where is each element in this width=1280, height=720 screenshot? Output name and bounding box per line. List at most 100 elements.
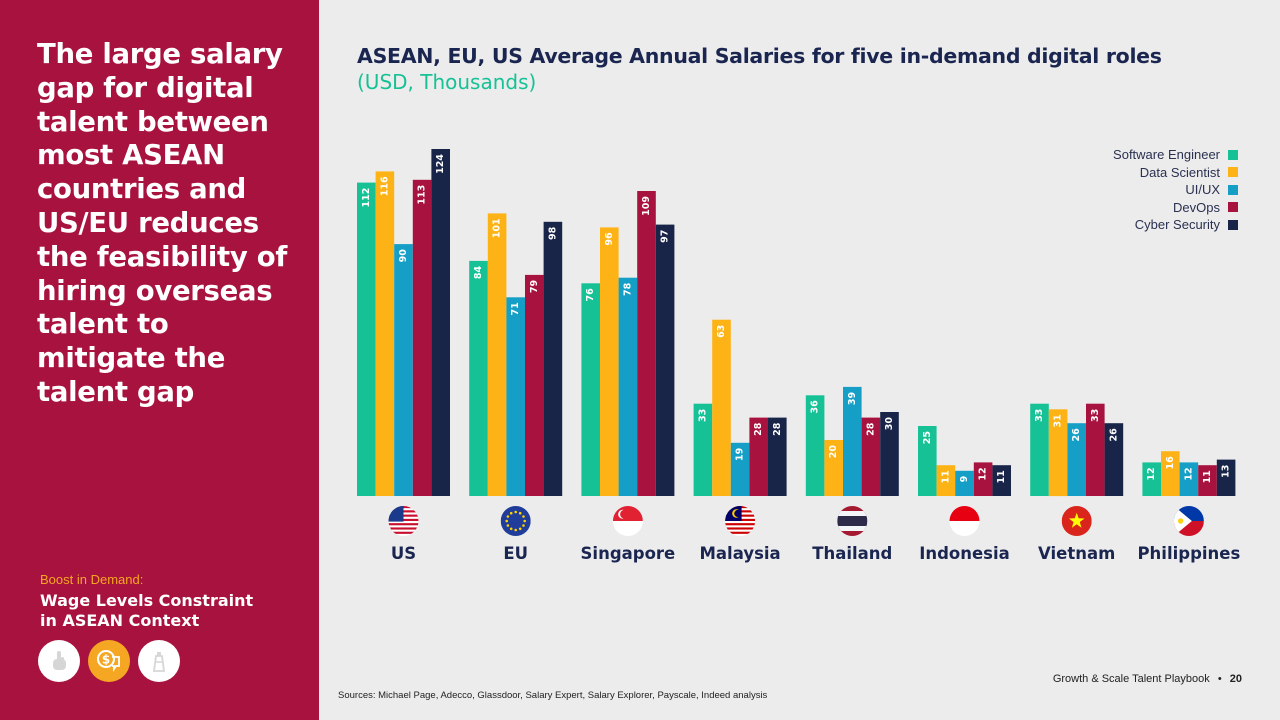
bar-vietnam-1	[1048, 409, 1068, 497]
section-title: Wage Levels Constraint in ASEAN Context	[40, 591, 254, 630]
category-label: Indonesia	[919, 544, 1010, 563]
svg-text:$: $	[102, 653, 110, 667]
bar-value-label: 79	[529, 280, 540, 293]
chart-legend: Software Engineer Data Scientist UI/UX DevO…	[1113, 146, 1238, 234]
chart-subtitle: (USD, Thousands)	[357, 70, 537, 94]
indonesia-flag-icon	[949, 506, 980, 536]
bar-value-label: 26	[1108, 428, 1119, 442]
malaysia-flag-icon	[725, 506, 756, 536]
bar-thailand-4	[880, 412, 899, 496]
bar-value-label: 13	[1221, 465, 1232, 478]
bar-indonesia-4	[992, 465, 1011, 496]
bar-thailand-0	[805, 395, 825, 496]
bar-malaysia-1	[712, 319, 731, 496]
bar-singapore-4	[655, 224, 675, 496]
bar-indonesia-3	[973, 462, 993, 496]
bar-us-3	[412, 179, 432, 497]
us-flag-icon	[388, 506, 419, 536]
bar-indonesia-0	[918, 426, 937, 496]
category-label: Philippines	[1137, 544, 1240, 563]
bar-value-label: 30	[884, 417, 895, 431]
bar-thailand-2	[843, 386, 862, 496]
bar-us-4	[431, 149, 450, 496]
bar-philippines-1	[1161, 451, 1180, 496]
category-label: US	[391, 544, 416, 563]
bar-philippines-0	[1142, 462, 1161, 496]
bar-value-label: 98	[547, 226, 558, 240]
bar-value-label: 11	[1202, 470, 1213, 483]
legend-swatch	[1228, 167, 1238, 178]
bar-value-label: 12	[1183, 467, 1194, 480]
page-number: 20	[1229, 673, 1242, 685]
bar-value-label: 31	[1053, 414, 1064, 427]
bar-value-label: 11	[940, 470, 951, 483]
bar-singapore-3	[637, 191, 656, 496]
bar-singapore-0	[581, 283, 600, 496]
bar-value-label: 76	[585, 288, 596, 302]
bar-us-1	[375, 171, 395, 496]
bar-value-label: 116	[379, 176, 390, 196]
bar-value-label: 33	[697, 409, 708, 422]
dollar-chat-icon[interactable]: $	[88, 640, 130, 682]
philippines-flag-icon	[1173, 506, 1204, 536]
legend-item: Data Scientist	[1113, 164, 1238, 182]
bar-vietnam-2	[1067, 423, 1086, 496]
bar-value-label: 101	[492, 218, 503, 238]
bar-value-label: 97	[660, 230, 671, 243]
bar-vietnam-3	[1086, 403, 1105, 496]
bar-malaysia-2	[730, 442, 750, 496]
bar-value-label: 12	[1146, 467, 1157, 480]
legend-item: UI/UX	[1113, 181, 1238, 199]
bar-philippines-2	[1179, 462, 1199, 496]
bar-us-2	[394, 244, 413, 496]
bar-value-label: 96	[604, 232, 615, 246]
headline: The large salary gap for digital talent …	[37, 38, 287, 408]
bar-value-label: 113	[417, 185, 428, 205]
bar-malaysia-0	[693, 403, 713, 496]
legend-item: Cyber Security	[1113, 216, 1238, 234]
bar-value-label: 39	[847, 392, 858, 405]
bar-eu-3	[525, 274, 544, 496]
bar-thailand-3	[861, 417, 881, 496]
bar-eu-1	[487, 213, 507, 496]
hand-pointer-icon[interactable]	[38, 640, 80, 682]
category-label: EU	[503, 544, 528, 563]
bar-eu-4	[543, 221, 563, 497]
bar-value-label: 16	[1165, 456, 1176, 470]
legend-swatch	[1228, 219, 1238, 230]
bar-value-label: 33	[1034, 409, 1045, 422]
bar-singapore-2	[618, 277, 638, 496]
category-label: Thailand	[812, 544, 892, 563]
bar-us-0	[357, 182, 376, 496]
bar-value-label: 20	[828, 445, 839, 459]
bar-value-label: 11	[996, 470, 1007, 483]
bar-vietnam-4	[1104, 423, 1124, 496]
bar-malaysia-3	[749, 417, 768, 496]
eu-flag-icon	[500, 506, 531, 536]
vietnam-flag-icon	[1061, 506, 1092, 536]
section-icons: $	[38, 640, 180, 682]
book-title: Growth & Scale Talent Playbook	[1052, 673, 1210, 685]
bar-malaysia-4	[768, 417, 787, 496]
bar-philippines-4	[1216, 459, 1236, 496]
thailand-flag-icon	[837, 506, 868, 536]
bar-value-label: 124	[435, 154, 446, 174]
bar-value-label: 19	[735, 448, 746, 461]
bar-value-label: 90	[398, 249, 409, 263]
sources-note: Sources: Michael Page, Adecco, Glassdoor…	[338, 690, 768, 701]
lighthouse-icon[interactable]	[138, 640, 180, 682]
section-label: Boost in Demand:	[40, 572, 144, 587]
bar-value-label: 28	[865, 422, 876, 436]
bar-value-label: 12	[978, 467, 989, 480]
category-label: Malaysia	[699, 544, 780, 563]
legend-item: Software Engineer	[1113, 146, 1238, 164]
bar-value-label: 33	[1090, 409, 1101, 422]
footer-separator: •	[1217, 673, 1222, 685]
legend-label: Data Scientist	[1139, 164, 1220, 180]
category-label: Singapore	[581, 544, 676, 563]
bar-indonesia-1	[936, 465, 956, 496]
bar-value-label: 9	[959, 476, 970, 483]
bar-eu-0	[469, 260, 488, 496]
bar-value-label: 71	[510, 302, 521, 315]
